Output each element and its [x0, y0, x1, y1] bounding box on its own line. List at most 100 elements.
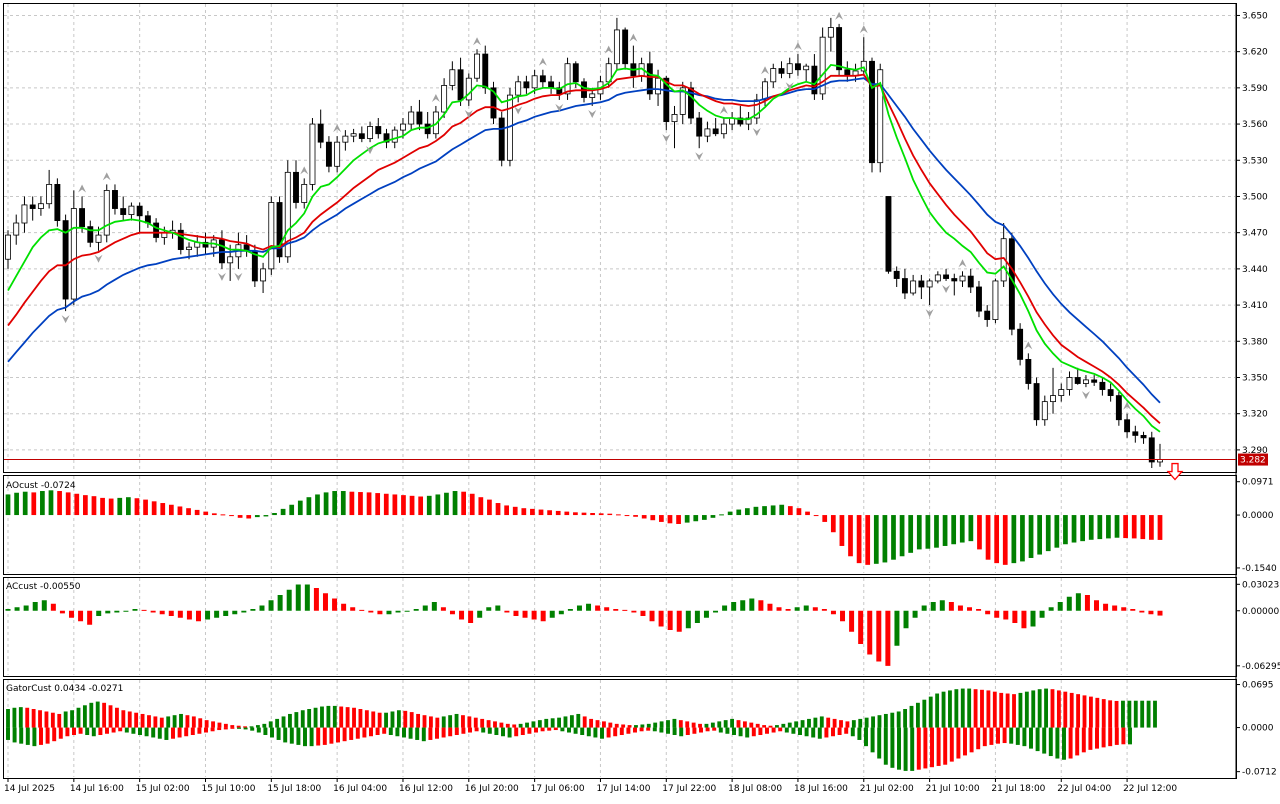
candle[interactable]: [21, 196, 28, 233]
candle[interactable]: [811, 54, 818, 100]
candle[interactable]: [1050, 367, 1056, 414]
candle[interactable]: [441, 78, 448, 119]
candle[interactable]: [613, 17, 620, 70]
candle[interactable]: [383, 128, 390, 149]
candle[interactable]: [827, 17, 834, 52]
candle[interactable]: [1025, 353, 1032, 390]
candle[interactable]: [622, 27, 629, 70]
candle[interactable]: [1017, 323, 1024, 366]
candle[interactable]: [794, 54, 801, 76]
candle[interactable]: [358, 126, 365, 143]
candle[interactable]: [1107, 383, 1114, 402]
candle[interactable]: [62, 214, 69, 312]
candle[interactable]: [679, 81, 686, 125]
candle[interactable]: [1157, 443, 1163, 467]
candle[interactable]: [1115, 391, 1122, 426]
candle[interactable]: [46, 169, 53, 209]
candle[interactable]: [646, 51, 653, 100]
candle[interactable]: [696, 111, 703, 149]
candle[interactable]: [54, 178, 61, 227]
candle[interactable]: [120, 196, 127, 221]
candle[interactable]: [523, 75, 530, 94]
candle[interactable]: [778, 61, 785, 79]
candle[interactable]: [112, 184, 118, 215]
candle[interactable]: [926, 278, 933, 306]
candle[interactable]: [325, 136, 332, 173]
candle[interactable]: [539, 69, 546, 88]
candle[interactable]: [893, 266, 900, 287]
candle[interactable]: [87, 220, 94, 248]
candle[interactable]: [5, 230, 11, 269]
candle[interactable]: [227, 244, 234, 281]
candle[interactable]: [869, 57, 875, 173]
candle[interactable]: [350, 128, 357, 143]
candle[interactable]: [984, 305, 991, 327]
candle[interactable]: [1082, 375, 1089, 388]
candle[interactable]: [1132, 425, 1139, 443]
candle[interactable]: [515, 75, 522, 103]
candle[interactable]: [194, 235, 201, 257]
candle[interactable]: [770, 63, 777, 88]
candle[interactable]: [79, 196, 86, 233]
candle[interactable]: [260, 262, 267, 294]
candle[interactable]: [490, 81, 497, 125]
candle[interactable]: [465, 73, 472, 106]
candle[interactable]: [1041, 395, 1048, 426]
candle[interactable]: [13, 214, 20, 245]
candle[interactable]: [416, 99, 423, 131]
candle[interactable]: [934, 271, 941, 284]
candle[interactable]: [1091, 375, 1098, 386]
candle[interactable]: [144, 210, 151, 228]
candle[interactable]: [367, 121, 374, 143]
candle[interactable]: [737, 105, 744, 127]
candle[interactable]: [976, 280, 982, 318]
candle[interactable]: [951, 273, 958, 296]
candle[interactable]: [177, 223, 184, 255]
candle[interactable]: [293, 160, 299, 209]
candle[interactable]: [910, 274, 917, 296]
candle[interactable]: [449, 61, 456, 91]
candle[interactable]: [218, 230, 225, 269]
candle[interactable]: [29, 196, 36, 221]
candle[interactable]: [729, 111, 736, 131]
candle[interactable]: [70, 190, 77, 306]
candle[interactable]: [753, 93, 760, 125]
candle[interactable]: [1058, 383, 1065, 402]
candle[interactable]: [153, 218, 160, 243]
candle[interactable]: [959, 271, 966, 287]
candle[interactable]: [836, 23, 843, 76]
candle[interactable]: [704, 121, 711, 143]
candle[interactable]: [276, 196, 283, 263]
candle[interactable]: [786, 57, 793, 79]
candle[interactable]: [548, 75, 555, 94]
candle[interactable]: [803, 63, 810, 82]
candle[interactable]: [720, 118, 727, 139]
candle[interactable]: [128, 202, 135, 221]
candle[interactable]: [1140, 431, 1147, 444]
candle[interactable]: [819, 27, 826, 100]
candle[interactable]: [901, 268, 908, 300]
candle[interactable]: [564, 57, 571, 100]
candle[interactable]: [1033, 377, 1040, 426]
candle[interactable]: [243, 235, 250, 257]
candle[interactable]: [1124, 413, 1131, 438]
candle[interactable]: [885, 196, 892, 274]
candle[interactable]: [918, 274, 925, 300]
candle[interactable]: [408, 105, 415, 131]
candle[interactable]: [992, 278, 999, 324]
candle[interactable]: [1066, 371, 1073, 396]
candle[interactable]: [1000, 223, 1007, 287]
candle[interactable]: [334, 136, 341, 173]
candle[interactable]: [967, 268, 974, 294]
candle[interactable]: [498, 111, 505, 167]
candle[interactable]: [37, 196, 44, 216]
candle[interactable]: [943, 268, 950, 281]
candle[interactable]: [342, 130, 349, 151]
candle[interactable]: [1148, 431, 1155, 468]
candle[interactable]: [309, 118, 316, 191]
candle[interactable]: [556, 81, 563, 100]
candle[interactable]: [712, 118, 719, 137]
candle[interactable]: [284, 160, 291, 263]
